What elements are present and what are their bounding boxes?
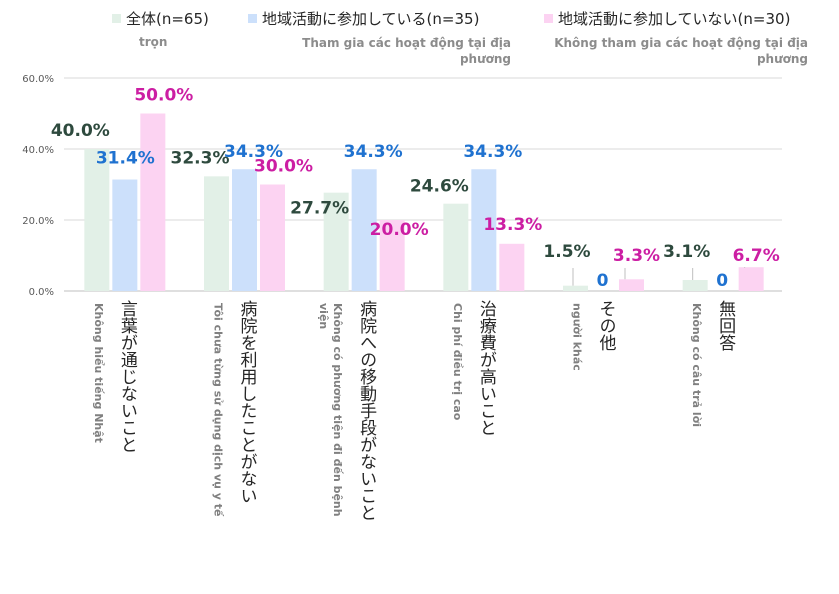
bars	[84, 113, 764, 291]
data-label: 30.0%	[254, 157, 313, 177]
data-label: 32.3%	[171, 148, 230, 168]
legend-swatch	[544, 14, 553, 23]
data-label: 34.3%	[224, 142, 283, 162]
bar	[323, 192, 349, 291]
data-label: 34.3%	[463, 142, 522, 162]
legend-label-vi: phương	[460, 52, 511, 66]
category-label-vi: người khác	[571, 303, 584, 371]
bar	[379, 220, 405, 291]
category-label-vi: viện	[317, 303, 330, 329]
legend: 全体(n=65) trọn 地域活動に参加している(n=35) Tham gia cá…	[112, 10, 808, 66]
category-label-vi: Không hiểu tiếng Nhật	[92, 303, 105, 443]
data-label: 34.3%	[344, 142, 403, 162]
category-label-vi: Chi phí điều trị cao	[451, 303, 464, 421]
legend-label: 地域活動に参加していない(n=30)	[558, 10, 790, 28]
category-label-vi: Không có câu trả lời	[690, 303, 703, 427]
data-label: 50.0%	[134, 86, 193, 106]
data-label: 24.6%	[410, 177, 469, 197]
bar	[619, 279, 644, 291]
x-axis: 言葉が通じないこと Không hiểu tiếng Nhật 病院を利用したことが…	[92, 300, 736, 521]
category-label: 言葉が通じないこと	[117, 300, 138, 453]
y-tick-label: 0.0%	[29, 287, 54, 298]
y-tick-label: 60.0%	[22, 74, 54, 85]
legend-label-vi: trọn	[139, 35, 167, 49]
category-label: 病院への移動手段がないこと	[356, 300, 377, 521]
bar	[563, 285, 588, 291]
bar	[140, 113, 166, 291]
data-label: 27.7%	[290, 199, 349, 219]
category-label: 病院を利用したことがない	[237, 300, 258, 504]
data-label: 20.0%	[370, 220, 429, 240]
y-tick-label: 20.0%	[22, 216, 54, 227]
y-tick-label: 40.0%	[22, 145, 54, 156]
y-axis: 0.0% 20.0% 40.0% 60.0%	[22, 74, 54, 298]
bar	[260, 184, 285, 291]
data-label: 0	[597, 271, 609, 291]
leader-lines	[572, 267, 746, 286]
legend-label-vi: Tham gia các hoạt động tại địa	[302, 36, 511, 50]
category-label-vi: Tôi chưa từng sử dụng dịch vụ y tế	[212, 303, 225, 517]
data-label: 31.4%	[96, 149, 155, 169]
bar	[204, 176, 229, 291]
legend-label-vi: phương	[757, 52, 808, 66]
gridlines	[64, 77, 782, 292]
data-label: 6.7%	[733, 246, 780, 266]
bar	[471, 169, 497, 291]
category-label-vi: Không có phương tiện đi đến bệnh	[331, 303, 344, 517]
data-label: 40.0%	[51, 121, 110, 141]
legend-label: 全体(n=65)	[126, 10, 209, 28]
category-label: 治療費が高いこと	[476, 300, 497, 436]
data-label: 3.3%	[613, 246, 660, 266]
data-label: 1.5%	[543, 242, 590, 262]
bar	[112, 179, 138, 291]
legend-label: 地域活動に参加している(n=35)	[262, 10, 479, 28]
bar	[682, 279, 708, 291]
data-label: 3.1%	[663, 242, 710, 262]
data-labels: 40.0%31.4%50.0%32.3%34.3%30.0%27.7%34.3%…	[51, 86, 780, 292]
data-label: 13.3%	[483, 215, 542, 235]
legend-swatch	[248, 14, 257, 23]
data-label: 0	[716, 271, 728, 291]
bar	[443, 203, 469, 291]
legend-swatch	[112, 14, 121, 23]
bar	[499, 243, 525, 291]
category-label: その他	[596, 300, 617, 351]
bar	[232, 169, 257, 291]
bar	[738, 267, 764, 291]
category-label: 無回答	[715, 300, 736, 351]
bar	[84, 149, 110, 291]
legend-label-vi: Không tham gia các hoạt động tại địa	[554, 36, 808, 50]
bar	[351, 169, 377, 291]
